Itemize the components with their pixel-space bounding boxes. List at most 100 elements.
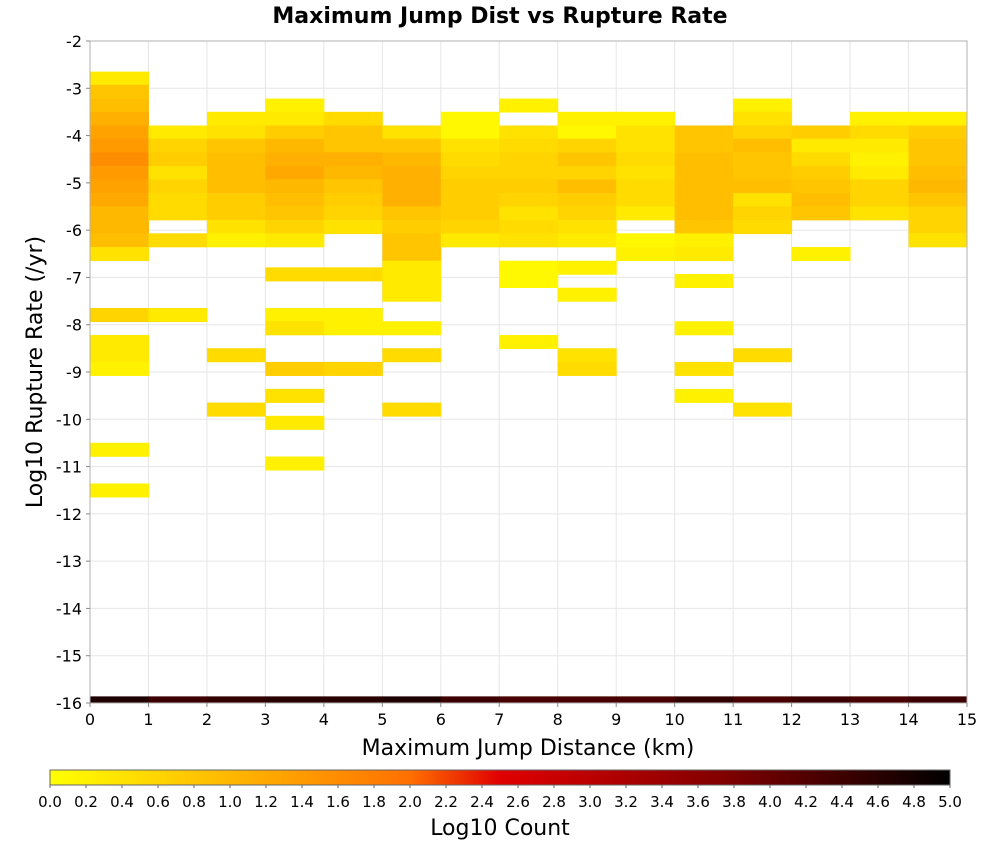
heatmap-cell xyxy=(382,696,442,703)
x-tick-label: 0 xyxy=(85,710,95,729)
colorbar-tick-label: 1.0 xyxy=(218,793,242,811)
heatmap-cell xyxy=(265,125,325,140)
heatmap-cell xyxy=(674,321,734,336)
heatmap-cell xyxy=(791,125,851,140)
heatmap-cell xyxy=(791,179,851,194)
heatmap-cell xyxy=(323,308,383,323)
heatmap-cell xyxy=(499,233,559,248)
colorbar-tick-label: 4.2 xyxy=(794,793,818,811)
heatmap-cell xyxy=(323,138,383,153)
colorbar-tick-label: 3.4 xyxy=(650,793,674,811)
heatmap-cell xyxy=(206,152,266,167)
heatmap-cell xyxy=(90,152,149,167)
heatmap-cell xyxy=(674,696,734,703)
heatmap-cell xyxy=(908,233,968,248)
heatmap-cell xyxy=(440,696,500,703)
heatmap-cell xyxy=(323,179,383,194)
heatmap-cell xyxy=(733,98,793,113)
heatmap-cell xyxy=(382,138,442,153)
heatmap-cell xyxy=(265,206,325,221)
x-tick-label: 5 xyxy=(377,710,387,729)
heatmap-cell xyxy=(206,402,266,417)
colorbar-tick-label: 3.2 xyxy=(614,793,638,811)
heatmap-cell xyxy=(440,125,500,140)
heatmap-cell xyxy=(557,233,617,248)
heatmap-cell xyxy=(382,348,442,363)
heatmap-cell xyxy=(323,125,383,140)
heatmap-cell xyxy=(616,179,676,194)
colorbar-tick-label: 5.0 xyxy=(938,793,962,811)
x-tick-label: 12 xyxy=(781,710,801,729)
heatmap-cell xyxy=(90,334,149,349)
heatmap-cell xyxy=(90,84,149,99)
colorbar-tick-label: 3.8 xyxy=(722,793,746,811)
x-tick-label: 15 xyxy=(957,710,977,729)
heatmap-cell xyxy=(90,361,149,376)
heatmap-cell xyxy=(206,125,266,140)
heatmap-cell xyxy=(323,193,383,208)
heatmap-cell xyxy=(616,138,676,153)
colorbar-tick-label: 1.2 xyxy=(254,793,278,811)
heatmap-cell xyxy=(616,193,676,208)
x-tick-label: 6 xyxy=(436,710,446,729)
heatmap-cell xyxy=(90,193,149,208)
heatmap-cell xyxy=(499,696,559,703)
heatmap-cell xyxy=(382,206,442,221)
heatmap-cell xyxy=(850,696,910,703)
heatmap-cell xyxy=(674,273,734,289)
heatmap-cell xyxy=(733,111,793,126)
heatmap-cell xyxy=(791,152,851,167)
heatmap-cell xyxy=(148,696,208,703)
heatmap-cell xyxy=(206,233,266,248)
heatmap-cell xyxy=(323,696,383,703)
y-tick-label: -5 xyxy=(66,174,82,193)
colorbar-label: Log10 Count xyxy=(430,816,570,841)
heatmap-cell xyxy=(323,166,383,181)
heatmap-cell xyxy=(90,696,149,703)
heatmap-cell xyxy=(382,321,442,336)
heatmap-cell xyxy=(499,125,559,140)
y-tick-label: -8 xyxy=(66,316,82,335)
heatmap-cell xyxy=(382,273,442,289)
x-tick-label: 4 xyxy=(319,710,329,729)
heatmap-cell xyxy=(148,206,208,221)
colorbar-tick-label: 0.0 xyxy=(38,793,62,811)
heatmap-cell xyxy=(206,111,266,126)
heatmap-cell xyxy=(323,206,383,221)
heatmap-cell xyxy=(440,193,500,208)
colorbar-tick-label: 2.6 xyxy=(506,793,530,811)
heatmap-cell xyxy=(440,220,500,235)
colorbar-tick-label: 1.6 xyxy=(326,793,350,811)
heatmap-cell xyxy=(323,361,383,376)
colorbar xyxy=(49,769,951,786)
heatmap-cell xyxy=(206,166,266,181)
heatmap-cell xyxy=(908,220,968,235)
heatmap-cell xyxy=(674,179,734,194)
y-tick-label: -14 xyxy=(56,599,82,618)
x-tick-label: 2 xyxy=(202,710,212,729)
heatmap-cell xyxy=(382,233,442,248)
heatmap-cell xyxy=(206,206,266,221)
heatmap-cell xyxy=(616,206,676,221)
heatmap-cell xyxy=(323,220,383,235)
heatmap-cell xyxy=(674,220,734,235)
heatmap-cell xyxy=(557,206,617,221)
heatmap-cell xyxy=(265,308,325,323)
heatmap-cells xyxy=(90,71,968,703)
heatmap-cell xyxy=(908,111,968,126)
heatmap-cell xyxy=(440,138,500,153)
heatmap-cell xyxy=(733,402,793,417)
heatmap-cell xyxy=(908,193,968,208)
heatmap-cell xyxy=(674,166,734,181)
y-tick-label: -2 xyxy=(66,32,82,51)
y-tick-label: -15 xyxy=(56,647,82,666)
heatmap-cell xyxy=(382,402,442,417)
heatmap-cell xyxy=(148,179,208,194)
heatmap-cell xyxy=(90,138,149,153)
heatmap-cell xyxy=(908,696,968,703)
heatmap-cell xyxy=(265,193,325,208)
heatmap-cell xyxy=(440,166,500,181)
heatmap-cell xyxy=(382,125,442,140)
heatmap-cell xyxy=(206,348,266,363)
